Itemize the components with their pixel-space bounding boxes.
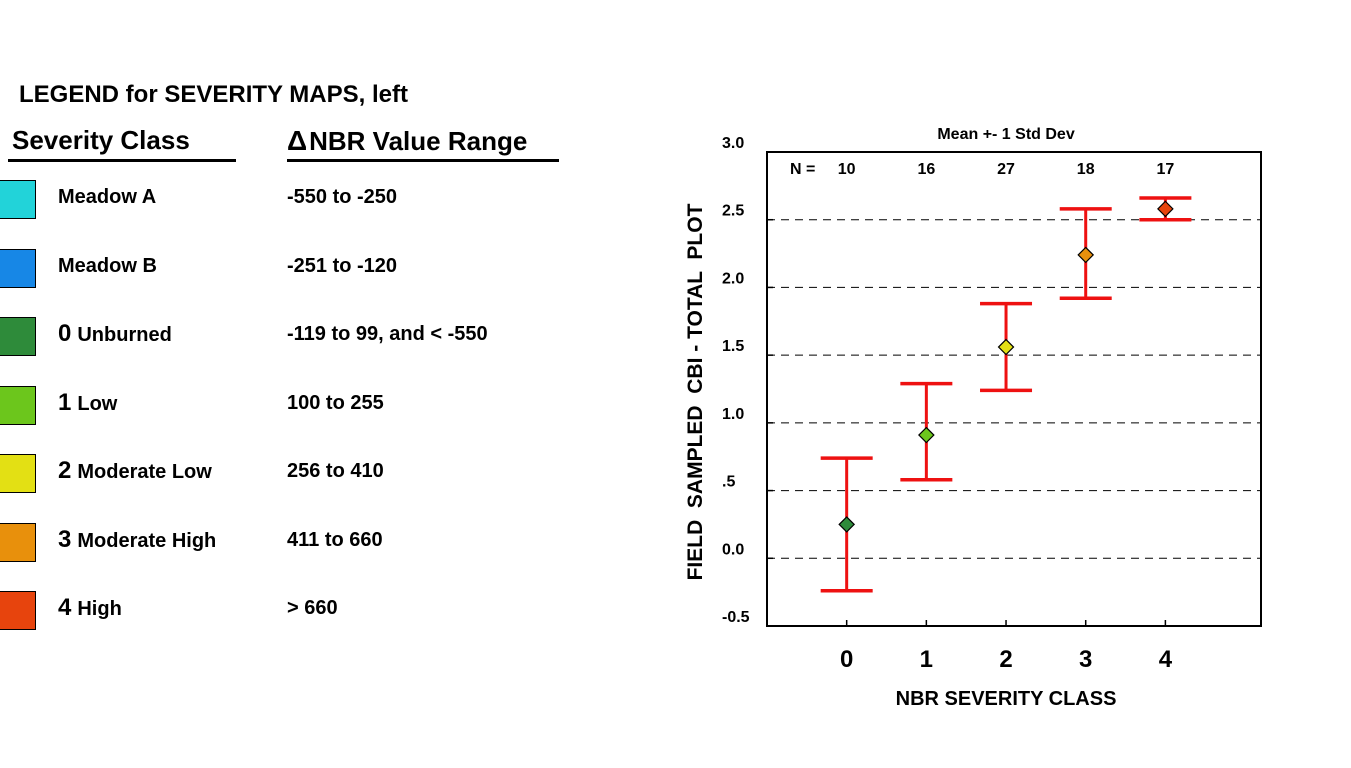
legend-nbr-range: 411 to 660 [287,528,383,551]
error-bar-group [1139,196,1192,222]
legend-swatch [0,591,36,630]
legend-row-label: 2 Moderate Low [58,457,212,485]
nbr-range-header: ΔNBR Value Range [287,125,527,157]
legend-class-number: 1 [58,388,72,416]
error-bars [820,196,1192,593]
legend-class-number: 4 [58,594,72,621]
plot-frame [766,151,1262,627]
nbr-range-underline [287,159,559,162]
severity-class-header: Severity Class [12,125,190,155]
legend-swatch [0,317,36,356]
legend-title: LEGEND for SEVERITY MAPS, left [19,81,408,108]
n-count: 17 [1156,161,1174,178]
legend-row-label: Meadow A [58,186,156,209]
severity-class-underline [8,159,236,162]
legend-class-name: Moderate Low [77,461,212,483]
y-tick-label: 2.0 [722,270,744,287]
n-count: 27 [997,161,1015,178]
legend-swatch [0,522,36,562]
legend-class-number: 2 [58,457,72,484]
legend-nbr-range: 100 to 255 [287,391,384,414]
legend-swatch [0,180,36,219]
mean-marker [1077,246,1095,264]
x-axis-title: NBR SEVERITY CLASS [896,688,1117,710]
n-label: N = [790,161,815,178]
legend-class-name: Low [77,392,118,415]
y-tick-label: 2.5 [722,203,744,220]
y-tick-label: -0.5 [722,609,750,626]
error-bar-group [1059,207,1112,301]
legend-class-name: Moderate High [77,529,217,552]
n-count: 18 [1077,161,1095,178]
axis-ticks [767,151,1167,627]
n-count: 16 [917,161,935,178]
legend-row-label: 1 Low [58,389,117,417]
chart-title: Mean +- 1 Std Dev [937,126,1074,143]
legend-class-name: Meadow B [58,254,157,277]
n-count: 10 [838,161,856,178]
legend-nbr-range: 256 to 410 [287,460,384,482]
legend-class-name: Unburned [77,324,172,346]
legend-nbr-range: -119 to 99, and < -550 [287,323,488,345]
y-tick-label: 0.0 [722,541,744,558]
mean-marker [838,516,856,533]
x-tick-label: 3 [1079,646,1092,673]
legend-row-label: Meadow B [58,255,157,278]
error-bar-group [820,456,873,593]
x-tick-label: 2 [999,646,1012,673]
legend-swatch [0,385,36,425]
legend-nbr-range: > 660 [287,597,338,619]
x-tick-label: 4 [1159,646,1173,673]
legend-row-label: 3 Moderate High [58,526,216,554]
legend-class-number: 0 [58,320,72,347]
legend-nbr-range: -251 to -120 [287,254,398,277]
nbr-range-header-text: NBR Value Range [309,126,528,156]
legend-row-label: 0 Unburned [58,320,172,348]
error-bar-group [980,301,1033,393]
x-tick-label: 1 [920,646,933,673]
legend-row-label: 4 High [58,594,122,622]
legend-nbr-range: -550 to -250 [287,186,398,208]
y-axis-title: FIELD SAMPLED CBI - TOTAL PLOT [684,203,707,580]
legend-class-name: Meadow A [58,186,157,208]
chart-text: 3.0 2.5 2.0 1.5 1.0 .5 0.0 -0.5 0 1 2 3 4 Mean +- 1 S… [684,126,1174,710]
legend-class-number: 3 [58,525,72,553]
y-tick-label: .5 [722,474,735,491]
mean-marker [997,338,1015,356]
legend-swatch [0,454,36,493]
error-bar-group [900,381,953,482]
y-tick-label: 3.0 [722,135,744,152]
legend-class-name: High [77,598,122,620]
mean-marker [918,426,935,444]
delta-symbol: Δ [287,125,308,156]
y-tick-label: 1.5 [722,338,744,355]
x-tick-label: 0 [840,646,853,673]
y-tick-label: 1.0 [722,406,744,423]
mean-marker [1157,200,1174,218]
legend-swatch [0,248,36,288]
